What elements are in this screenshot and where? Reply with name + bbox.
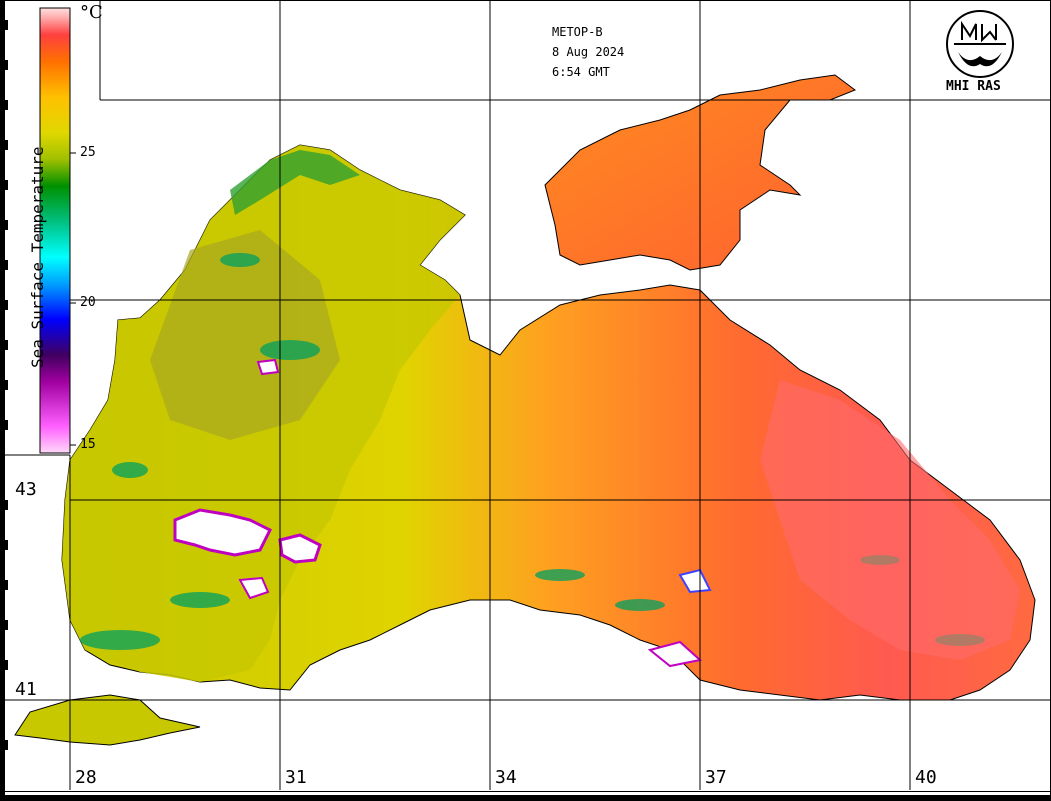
satellite-name: METOP-B xyxy=(552,25,603,39)
legend-tick-25: 25 xyxy=(80,145,96,160)
mhi-ras-logo-icon xyxy=(946,10,1014,78)
logo-text: MHI RAS xyxy=(946,79,1001,94)
longitude-label-28: 28 xyxy=(75,767,97,788)
cold-upwelling-patches xyxy=(173,358,712,668)
left-ruler xyxy=(0,0,8,800)
latitude-label-43: 43 xyxy=(15,479,37,500)
longitude-label-34: 34 xyxy=(495,767,517,788)
olive-patch xyxy=(150,230,340,440)
legend-tick-15: 15 xyxy=(80,437,96,452)
acquisition-time: 6:54 GMT xyxy=(552,65,610,79)
legend-ticks xyxy=(70,152,76,446)
green-coast xyxy=(230,150,360,215)
eastern-warm-core xyxy=(760,380,1020,660)
latitude-label-41: 41 xyxy=(15,679,37,700)
bottom-ruler xyxy=(0,791,1051,801)
legend-title-text: Sea Surface Temperature xyxy=(28,146,47,368)
legend-title: Sea Surface Temperature xyxy=(10,90,47,370)
acquisition-date: 8 Aug 2024 xyxy=(552,45,625,59)
sea-of-marmara xyxy=(14,694,201,746)
longitude-label-31: 31 xyxy=(285,767,307,788)
green-filaments xyxy=(80,253,985,650)
legend-colorbar xyxy=(39,7,71,454)
legend-unit: °C xyxy=(80,2,103,23)
acquisition-info: METOP-B 8 Aug 2024 6:54 GMT xyxy=(552,22,624,82)
longitude-label-40: 40 xyxy=(915,767,937,788)
legend-tick-20: 20 xyxy=(80,295,96,310)
longitude-label-37: 37 xyxy=(705,767,727,788)
